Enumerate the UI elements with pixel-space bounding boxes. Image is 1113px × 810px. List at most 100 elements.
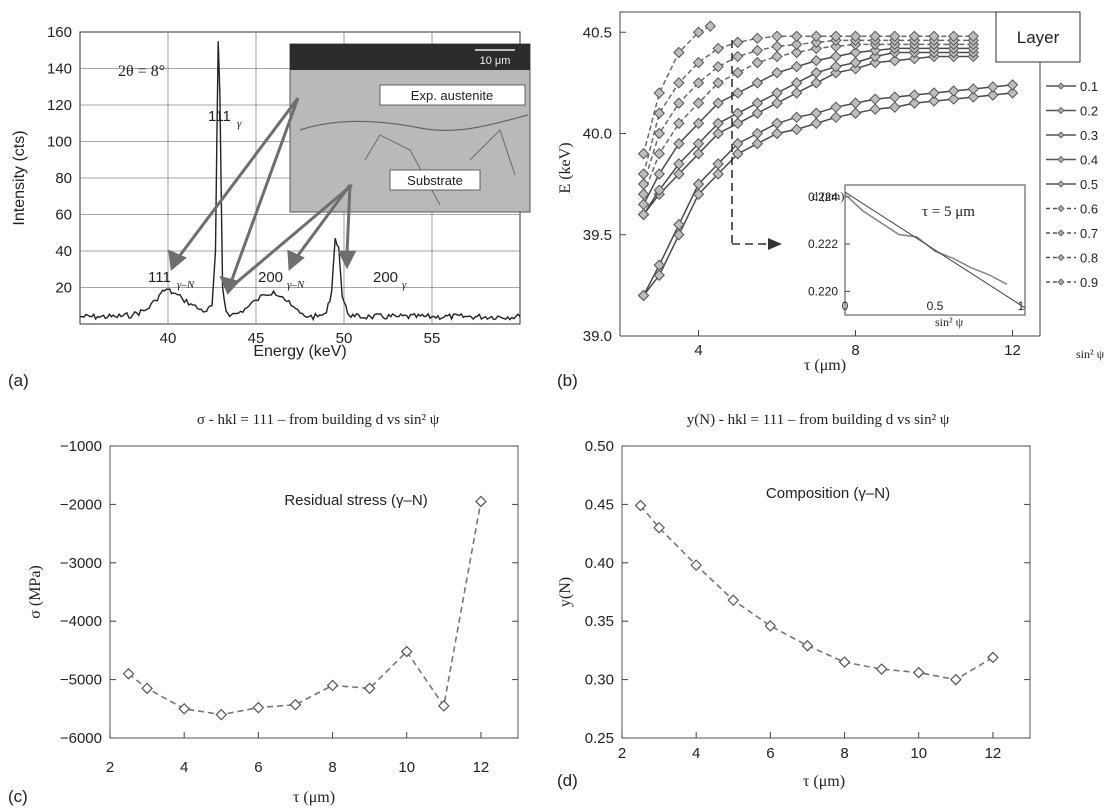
inset-y-tick-label: 0.224 bbox=[808, 190, 838, 204]
y-tick-label: 160 bbox=[47, 24, 72, 41]
series-0.3-point bbox=[810, 77, 822, 89]
data-point bbox=[363, 682, 376, 695]
series-0.5-point bbox=[771, 67, 783, 79]
series-0.7-point bbox=[692, 77, 705, 89]
series-0.8-point bbox=[692, 56, 705, 69]
data-point bbox=[727, 594, 740, 607]
series-0.3-point bbox=[712, 127, 724, 140]
series-0.6-point bbox=[751, 56, 764, 69]
series-0.7-point bbox=[751, 44, 764, 57]
svg-text:γ–N: γ–N bbox=[177, 279, 195, 291]
series-0.6-point bbox=[653, 148, 665, 160]
data-point bbox=[875, 663, 888, 675]
series-0.2-point bbox=[653, 259, 665, 271]
svg-text:γ–N: γ–N bbox=[287, 279, 305, 291]
y-tick-label: 0.35 bbox=[585, 613, 614, 630]
panel-c-x-label: τ (μm) bbox=[293, 789, 335, 806]
series-0.5-point bbox=[869, 44, 881, 57]
series-0.2-point bbox=[673, 218, 685, 231]
panel-d-annotation: Composition (γ–N) bbox=[766, 485, 890, 502]
data-point bbox=[400, 645, 413, 658]
panel-d: y(N) - hkl = 111 – from building d vs si… bbox=[557, 412, 1031, 790]
peak-label-200-gamma-n: 200 γ–N bbox=[258, 269, 305, 291]
data-point bbox=[437, 700, 450, 712]
series-0.4-point bbox=[673, 158, 685, 170]
legend-label-0.5: 0.5 bbox=[1080, 177, 1098, 192]
y-tick-label: 120 bbox=[47, 97, 72, 114]
series-0.1-point bbox=[712, 168, 724, 180]
series-0.5-point bbox=[830, 50, 842, 63]
series-0.2-point bbox=[790, 111, 803, 124]
series-0.2-point bbox=[751, 127, 764, 140]
legend-label-0.4: 0.4 bbox=[1080, 153, 1098, 168]
svg-text:200: 200 bbox=[373, 269, 398, 286]
x-tick-label: 2 bbox=[106, 759, 114, 776]
legend-marker-0.7 bbox=[1057, 229, 1065, 237]
legend-marker-0.8 bbox=[1057, 253, 1065, 262]
inset-y-tick-label: 0.220 bbox=[808, 284, 838, 298]
legend-label-0.6: 0.6 bbox=[1080, 202, 1098, 217]
series-0.4-point bbox=[790, 77, 803, 89]
panel-d-title: y(N) - hkl = 111 – from building d vs si… bbox=[687, 412, 950, 428]
series-0.2-point bbox=[637, 289, 650, 302]
series-0.2-point bbox=[908, 89, 921, 101]
x-tick-label: 6 bbox=[766, 745, 774, 762]
series-0.7-point bbox=[637, 178, 650, 190]
series-0.8-point bbox=[673, 77, 685, 89]
panel-c-label: (c) bbox=[8, 787, 28, 806]
series-0.8-point bbox=[771, 30, 783, 43]
y-tick-label: 0.30 bbox=[585, 672, 614, 689]
y-tick-label: 100 bbox=[47, 134, 72, 151]
series-0.8-point bbox=[869, 30, 881, 43]
series-0.5-point bbox=[810, 54, 822, 67]
data-point bbox=[690, 559, 703, 571]
series-0.3-point bbox=[673, 168, 685, 180]
svg-text:111: 111 bbox=[208, 108, 231, 125]
series-0.6-point bbox=[830, 40, 842, 53]
legend-unit: sin² ψ bbox=[1076, 347, 1105, 361]
y-tick-label: 40.0 bbox=[583, 126, 612, 143]
data-point bbox=[912, 666, 925, 679]
x-tick-label: 12 bbox=[473, 759, 490, 776]
data-point bbox=[764, 620, 777, 632]
series-0.3-point bbox=[869, 56, 881, 69]
series-0.4-point bbox=[712, 117, 724, 130]
panel-d-series bbox=[634, 499, 999, 686]
spectrum-line bbox=[79, 41, 521, 322]
scale-bar-label: 10 μm bbox=[480, 55, 511, 67]
series-0.8-point bbox=[653, 107, 665, 119]
legend-marker-0.9 bbox=[1057, 278, 1065, 286]
series-0.4-point bbox=[810, 67, 822, 79]
panel-b-y-ticks: 39.0 39.5 40.0 40.5 bbox=[583, 24, 626, 345]
peak-label-111-gamma: 111 γ bbox=[208, 108, 242, 130]
y-tick-label: 0.25 bbox=[585, 730, 614, 747]
legend-label-0.7: 0.7 bbox=[1080, 226, 1098, 241]
series-0.4-point bbox=[869, 50, 881, 63]
series-0.6-point bbox=[790, 46, 803, 59]
series-0.7-point bbox=[732, 50, 744, 63]
x-tick-label: 4 bbox=[180, 759, 188, 776]
data-point bbox=[634, 499, 647, 512]
panel-d-x-label: τ (μm) bbox=[803, 773, 845, 790]
data-point bbox=[326, 679, 339, 692]
x-tick-label: 55 bbox=[424, 330, 441, 347]
series-0.2-point bbox=[1006, 79, 1019, 91]
peak-label-111-gamma-n: 111 γ–N bbox=[148, 269, 195, 291]
series-0.1-point bbox=[869, 103, 881, 115]
panel-b-x-label: τ (μm) bbox=[804, 357, 846, 374]
series-0.4-point bbox=[751, 97, 764, 109]
legend-marker-0.3 bbox=[1057, 131, 1065, 139]
series-0.8-point bbox=[732, 36, 744, 49]
inset-x-label: sin² ψ bbox=[935, 315, 964, 329]
series-0.9-point bbox=[673, 46, 685, 59]
panel-c-series bbox=[122, 495, 487, 721]
series-0.2-point bbox=[810, 107, 822, 119]
x-tick-label: 8 bbox=[851, 342, 859, 359]
y-tick-label: 60 bbox=[55, 207, 72, 224]
data-point bbox=[289, 698, 302, 711]
series-0.1-point bbox=[928, 95, 940, 107]
series-0.8-point bbox=[889, 30, 901, 43]
panel-b-series bbox=[637, 20, 1019, 302]
series-0.3-point bbox=[732, 117, 744, 130]
panel-a-x-label: Energy (keV) bbox=[253, 343, 346, 360]
